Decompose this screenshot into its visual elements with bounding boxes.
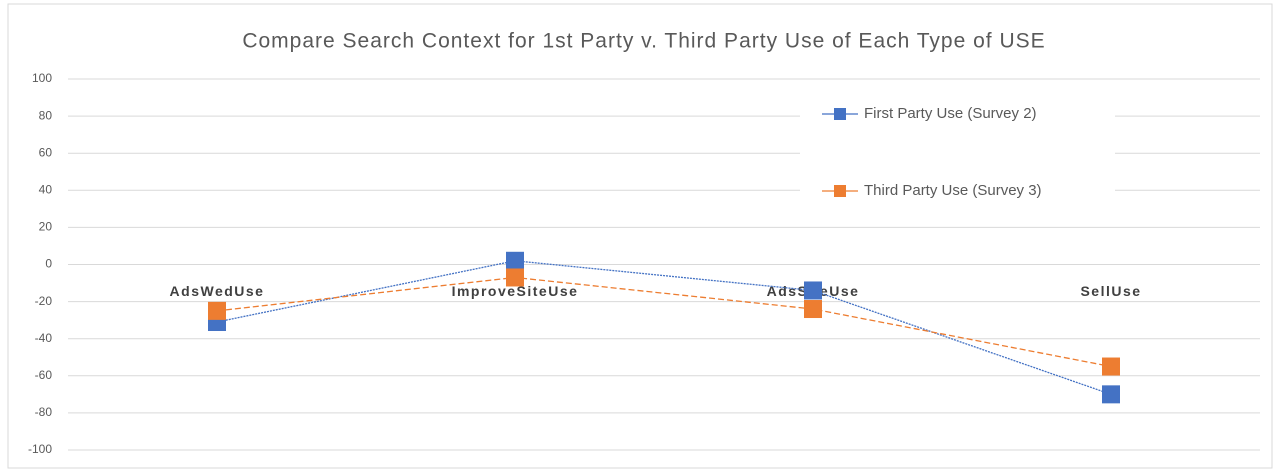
series-line [216,276,1112,368]
y-tick-label: -100 [28,442,52,456]
legend-label: First Party Use (Survey 2) [864,105,1037,122]
chart-title: Compare Search Context for 1st Party v. … [242,30,1045,53]
y-tick-label: -40 [35,331,53,345]
legend-marker [834,185,846,197]
x-tick-label: ImproveSiteUse [452,283,579,299]
y-tick-label: 60 [39,145,53,159]
marker [804,300,822,319]
marker [506,268,524,287]
marker [1102,357,1120,376]
y-tick-label: 40 [39,182,53,196]
marker [506,251,524,270]
marker [1102,385,1120,404]
marker [208,301,226,320]
y-tick-label: 100 [32,71,52,85]
y-tick-label: 20 [39,220,53,234]
chart-border [7,3,1273,469]
y-tick-label: -60 [35,368,53,382]
series-line [216,260,1112,395]
x-tick-label: AdsWedUse [170,283,265,299]
legend-label: Third Party Use (Survey 3) [864,182,1042,199]
marker [804,281,822,300]
x-tick-label: SellUse [1080,283,1141,299]
legend-box [800,82,1115,224]
y-tick-label: 80 [39,108,53,122]
y-tick-label: -80 [35,405,53,419]
y-tick-label: 0 [45,257,52,271]
y-tick-label: -20 [35,294,53,308]
legend-marker [834,108,846,120]
